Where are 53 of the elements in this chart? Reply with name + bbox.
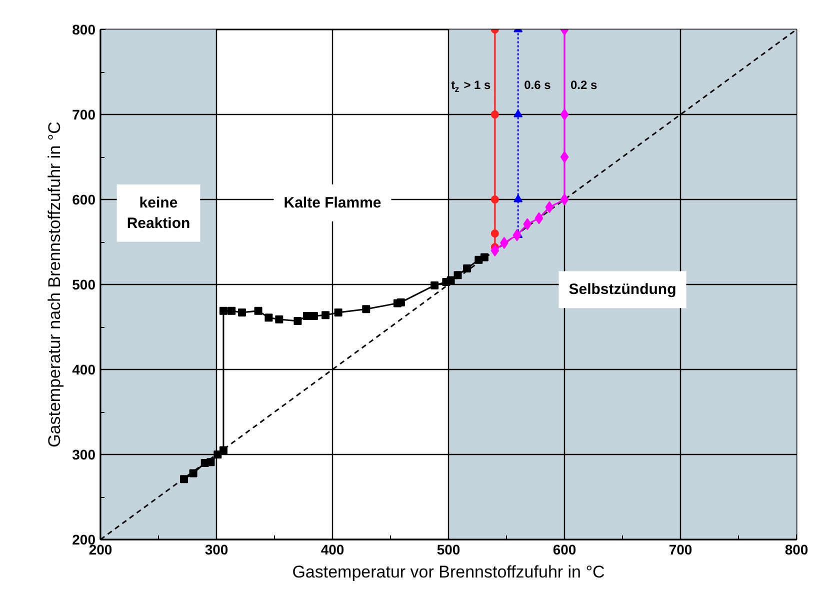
point: [180, 475, 188, 484]
point: [446, 276, 455, 284]
y-tick-label: 700: [72, 106, 96, 122]
point: [490, 196, 499, 204]
point: [512, 229, 522, 242]
point: [310, 312, 318, 320]
point: [560, 108, 569, 120]
point: [560, 151, 569, 163]
point: [362, 305, 370, 314]
series-label: 0.2 s: [570, 78, 598, 92]
point: [560, 194, 569, 206]
y-tick-label: 600: [72, 192, 96, 208]
point: [228, 306, 236, 315]
annotation: Kalte Flamme: [284, 194, 382, 212]
band-label: keine Reaktion: [126, 194, 190, 232]
point: [454, 271, 462, 280]
band-label: Selbstzündung: [568, 281, 676, 298]
point: [490, 244, 500, 256]
x-tick-label: 400: [320, 542, 344, 558]
point: [238, 308, 246, 317]
point: [514, 109, 523, 118]
x-axis-title: Gastemperatur vor Brennstoffzufuhr in °C: [292, 562, 605, 582]
x-tick-label: 300: [204, 542, 228, 558]
x-tick-label: 600: [552, 542, 576, 558]
point: [523, 218, 532, 230]
point: [322, 311, 330, 320]
y-tick-label: 500: [72, 276, 96, 292]
point: [334, 308, 342, 317]
point: [294, 317, 302, 326]
y-tick-label: 300: [72, 446, 96, 462]
point: [490, 110, 499, 118]
point: [430, 281, 439, 290]
x-tick-label: 500: [436, 542, 460, 558]
point: [206, 458, 215, 466]
point: [254, 306, 262, 315]
x-tick-label: 700: [668, 542, 692, 558]
point: [219, 306, 228, 315]
point: [480, 253, 488, 262]
point: [463, 264, 472, 272]
point: [219, 446, 228, 454]
x-tick-label: 800: [784, 542, 808, 558]
y-tick-label: 400: [72, 362, 96, 378]
point: [264, 314, 273, 322]
series-label: 0.6 s: [524, 78, 552, 92]
y-tick-label: 800: [72, 22, 96, 38]
point: [396, 298, 405, 306]
y-axis-title: Gastemperatur nach Brennstoffzufuhr in °C: [45, 122, 64, 448]
point: [275, 315, 284, 324]
point: [514, 194, 523, 202]
point: [490, 230, 499, 238]
point: [189, 469, 198, 478]
point: [534, 212, 544, 224]
point: [545, 201, 554, 214]
